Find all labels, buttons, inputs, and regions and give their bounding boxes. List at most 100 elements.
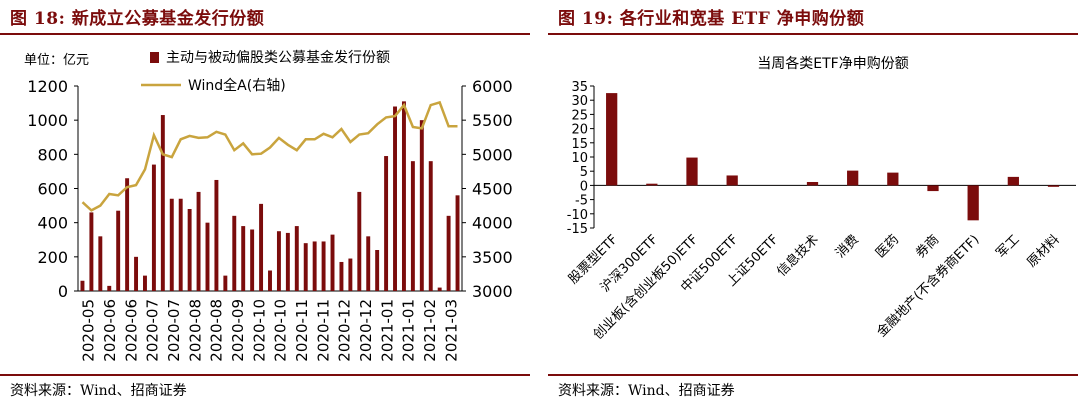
right-chart-bar (927, 185, 939, 192)
left-bar (160, 115, 165, 292)
left-bar (241, 226, 246, 291)
right-chart-category-label: 信息技术 (774, 232, 822, 280)
left-source: 资料来源：Wind、招商证券 (10, 383, 187, 399)
right-chart-y-tick-label: 15 (571, 137, 588, 152)
left-bar (151, 164, 156, 291)
left-legend-bar-swatch (150, 52, 159, 63)
left-bar (232, 215, 237, 291)
right-chart-y-tick-label: -5 (575, 194, 588, 209)
right-chart-y-tick-label: 25 (571, 108, 588, 123)
right-chart-y-tick-label: -15 (567, 222, 588, 237)
right-y-tick-label: 3000 (472, 282, 513, 301)
left-y-tick-label: 800 (37, 145, 68, 164)
left-x-tick-label: 2020-05 (80, 299, 98, 362)
left-bar (446, 215, 451, 291)
right-chart-bar (1047, 185, 1060, 187)
left-bar (143, 275, 147, 291)
left-bar (80, 280, 85, 291)
left-bar (223, 275, 228, 291)
left-bar (285, 232, 290, 291)
left-bar (116, 210, 121, 291)
left-bar (384, 156, 389, 291)
right-y-tick-label: 6000 (472, 77, 513, 96)
left-x-tick-label: 2020-12 (336, 299, 354, 362)
left-x-tick-label: 2020-10 (250, 299, 268, 362)
left-bar (196, 191, 201, 291)
left-bar (178, 198, 183, 291)
left-bar (410, 161, 415, 291)
right-chart-y-tick-label: 20 (571, 123, 588, 138)
left-legend-line-label: Wind全A(右轴) (188, 77, 286, 94)
right-source-rule (548, 374, 1078, 376)
left-source-rule (0, 374, 530, 376)
left-legend-bar-label: 主动与被动偏股类公募基金发行份额 (166, 49, 390, 66)
left-x-tick-label: 2020-08 (186, 299, 204, 362)
left-bar (357, 191, 362, 291)
left-bar (366, 236, 371, 291)
right-figure-title: 图 19: 各行业和宽基 ETF 净申购份额 (558, 9, 865, 29)
left-bar (107, 285, 112, 291)
left-title-rule (0, 33, 530, 35)
right-source: 资料来源：Wind、招商证券 (558, 383, 735, 399)
left-bar (428, 161, 433, 291)
left-bar (321, 241, 326, 291)
right-chart-bar (847, 170, 859, 186)
left-x-tick-label: 2020-12 (357, 299, 375, 362)
left-x-tick-label: 2021-03 (442, 299, 460, 362)
left-bar (268, 270, 272, 291)
right-chart-bar (686, 157, 698, 186)
right-chart: 当周各类ETF净申购份额-15-10-505101520253035股票型ETF… (566, 56, 1076, 343)
left-x-tick-label: 2020-09 (229, 299, 247, 362)
right-chart-category-label: 医药 (873, 232, 902, 261)
left-figure-title: 图 18: 新成立公募基金发行份额 (10, 9, 265, 29)
left-bar (330, 234, 335, 291)
right-figure: 图 19: 各行业和宽基 ETF 净申购份额 当周各类ETF净申购份额 -15 -1… (548, 0, 1078, 413)
right-chart-y-tick-label: 10 (571, 151, 588, 166)
right-chart-bar (726, 175, 738, 186)
right-chart-bar (606, 93, 618, 186)
right-chart-bar (887, 172, 899, 186)
left-bar (312, 241, 317, 291)
left-bar (339, 261, 344, 291)
right-title-rule (548, 33, 1078, 35)
left-bar (98, 236, 103, 291)
right-y-tick-label: 4500 (472, 180, 513, 199)
left-bar (89, 212, 94, 291)
left-figure: 图 18: 新成立公募基金发行份额 单位：亿元 主动与被动偏股类公募基金发行份额 W… (0, 0, 530, 413)
left-bar (303, 243, 308, 291)
right-chart-bar (646, 183, 658, 186)
right-chart-bar (806, 181, 819, 186)
left-x-tick-label: 2021-01 (378, 299, 396, 362)
left-bar (259, 203, 264, 291)
left-x-tick-label: 2020-11 (293, 299, 311, 362)
right-chart-y-tick-label: 0 (580, 179, 588, 194)
left-bar (348, 258, 353, 291)
left-x-tick-label: 2020-08 (208, 299, 226, 362)
left-y-tick-label: 400 (37, 214, 68, 233)
left-x-tick-label: 2020-11 (314, 299, 332, 362)
left-y-tick-label: 1200 (27, 77, 68, 96)
left-bar (276, 231, 281, 291)
left-bar (125, 178, 130, 291)
left-bar (437, 287, 442, 291)
right-y-tick-label: 5000 (472, 145, 513, 164)
right-chart-category-label: 军工 (994, 232, 1023, 261)
left-y-tick-label: 1000 (27, 111, 68, 130)
left-bar (169, 198, 174, 291)
left-x-tick-label: 2020-06 (122, 299, 140, 362)
right-chart-category-label: 券商 (913, 232, 943, 262)
left-bar (419, 120, 424, 292)
left-y-tick-label: 0 (58, 282, 68, 301)
right-y-tick-label: 3500 (472, 248, 513, 267)
left-x-tick-label: 2021-01 (400, 299, 418, 362)
left-bar (205, 222, 210, 291)
right-chart-category-label: 消费 (833, 232, 862, 261)
right-chart-y-tick-label: 35 (571, 80, 588, 95)
left-x-tick-label: 2020-07 (165, 299, 183, 362)
left-bar (187, 209, 192, 291)
left-bar (393, 106, 397, 291)
left-bar (214, 179, 219, 291)
left-bar (375, 250, 380, 291)
right-chart-y-tick-label: 5 (580, 165, 588, 180)
right-y-tick-label: 4000 (472, 214, 513, 233)
